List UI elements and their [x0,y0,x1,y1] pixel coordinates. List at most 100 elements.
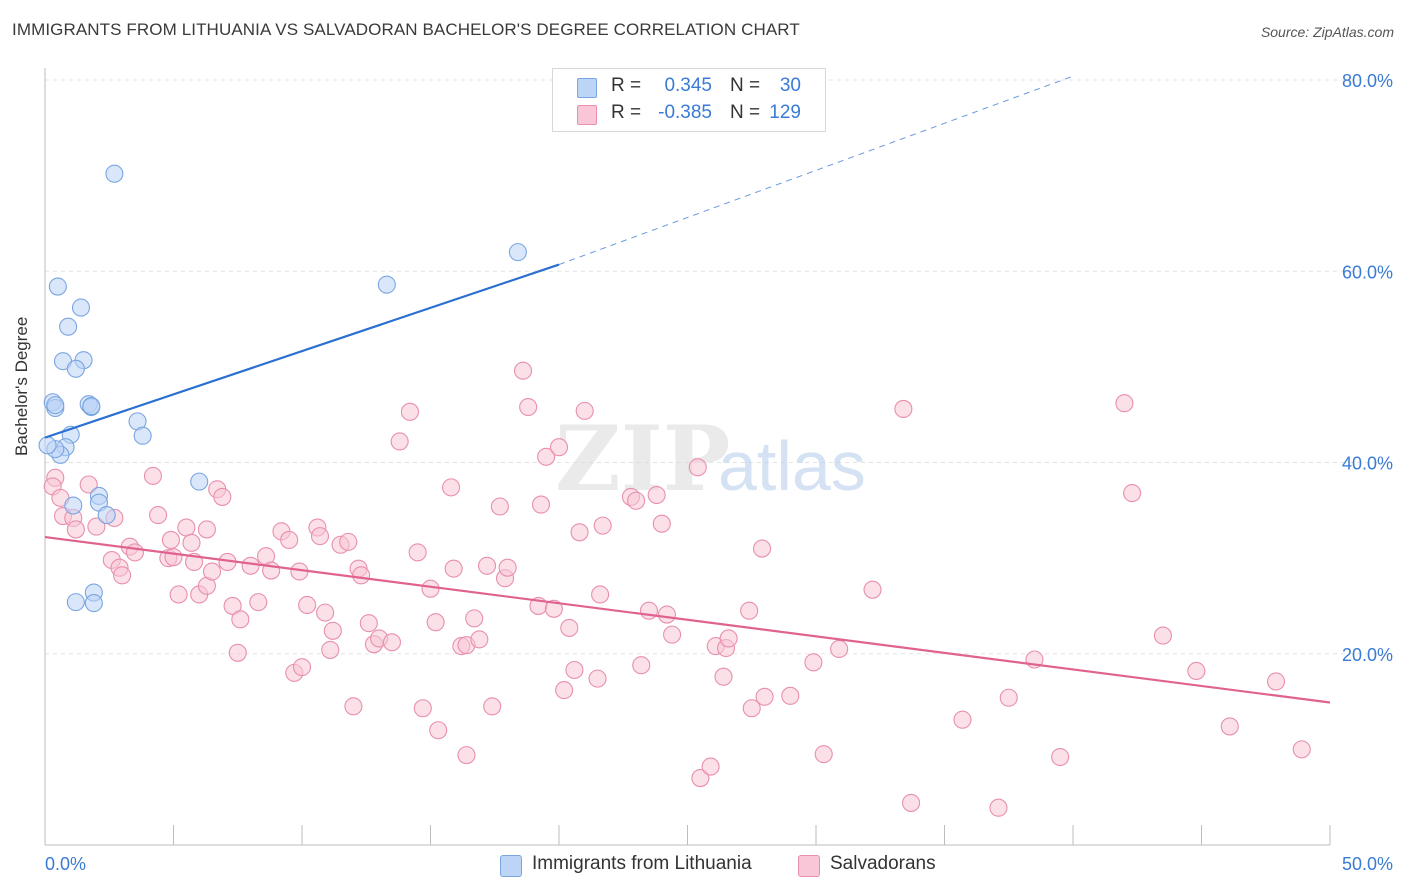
salvadoran-point [740,601,759,620]
salvadoran-point [627,491,646,510]
salvadoran-point [989,798,1008,817]
lithuania-point [82,397,101,416]
salvadoran-point [490,497,509,516]
lithuania-point [38,436,57,455]
legend-swatch-blue [500,855,522,877]
salvadoran-point [352,566,371,585]
salvadoran-point [894,399,913,419]
legend-row-lithuania: R = 0.345 N = 30 [553,73,825,99]
salvadoran-point [125,543,144,562]
salvadoran-point [79,475,98,494]
salvadoran-point [555,681,574,700]
salvadoran-point [280,530,299,550]
lithuania-point [46,396,65,415]
lithuania-point [48,277,67,296]
lithuania-point [105,164,124,183]
salvadoran-point [688,458,707,477]
salvadoran-point [513,361,533,380]
legend-swatch-blue [577,78,597,98]
lithuania-point [97,506,116,525]
salvadoran-point [742,699,761,718]
salvadoran-point [149,506,168,525]
salvadoran-point [292,658,312,677]
x-tick-label: 0.0% [45,854,86,874]
salvadoran-point [483,697,502,716]
salvadoran-point [755,687,774,706]
salvadoran-point [344,697,363,716]
chart-title: IMMIGRANTS FROM LITHUANIA VS SALVADORAN … [12,20,800,39]
salvadoran-point [544,599,563,618]
salvadoran-point [804,653,823,672]
salvadoran-point [143,466,162,485]
salvadoran-point [442,478,461,497]
salvadoran-point [593,516,612,535]
salvadoran-point [1115,394,1134,413]
salvadoran-point [241,556,260,575]
salvadoran-point [519,397,538,417]
salvadoran-point [457,746,476,765]
legend-r-value: -0.385 [658,102,712,123]
salvadoran-point [1123,484,1142,503]
legend-row-salvadorans: R = -0.385 N = 129 [553,100,825,126]
salvadoran-point [953,710,972,729]
legend-n-value: 129 [769,102,801,123]
watermark-atlas: atlas [718,427,866,505]
lithuania-point [66,359,85,378]
salvadoran-point [298,595,317,615]
salvadoran-point [752,539,772,558]
salvadoran-point [429,721,448,740]
salvadoran-point [203,562,222,581]
salvadoran-point [169,585,188,604]
salvadoran-point [359,614,378,633]
salvadoran-point [177,518,196,537]
x-tick-label: 50.0% [1342,854,1393,874]
salvadoran-point [814,745,833,764]
salvadoran-point [549,438,569,457]
salvadoran-point [321,640,340,659]
legend-r-value: 0.345 [664,75,712,96]
salvadoran-point [863,580,882,599]
lithuania-point [59,317,78,336]
salvadoran-point [182,533,201,552]
salvadoran-point [657,605,676,624]
salvadoran-point [231,610,250,629]
salvadoran-point [465,609,484,628]
salvadoran-point [1266,672,1286,691]
lithuania-point [508,243,527,262]
salvadoran-point [570,523,589,542]
salvadoran-point [588,669,607,688]
y-tick-label: 80.0% [1342,71,1393,91]
salvadoran-point [1051,747,1070,767]
salvadoran-point [310,527,330,546]
salvadoran-point [719,629,738,648]
y-tick-label: 60.0% [1342,262,1393,282]
salvadoran-point [470,630,489,649]
series-label: Salvadorans [830,853,936,874]
salvadoran-point [691,769,710,788]
salvadoran-point [714,667,733,686]
salvadoran-point [560,618,579,637]
salvadoran-point [632,656,651,675]
salvadoran-point [902,793,921,812]
lithuania-point [133,426,152,445]
salvadoran-point [591,585,610,604]
salvadoran-point [316,603,335,622]
salvadoran-point [537,447,556,466]
series-label: Immigrants from Lithuania [532,853,752,874]
salvadoran-point [565,660,584,680]
salvadoran-trend-line [44,535,1331,704]
salvadoran-point [161,530,180,550]
salvadoran-point [113,566,132,585]
legend-swatch-pink [577,105,597,125]
y-axis-title: Bachelor's Degree [12,316,31,456]
legend-n-value: 30 [779,75,801,96]
lithuania-trend-line [44,263,560,439]
salvadoran-point [1187,661,1206,681]
salvadoran-point [444,559,463,578]
salvadoran-point [531,495,551,514]
salvadoran-point [323,621,342,640]
lithuania-point [64,496,83,515]
salvadoran-point [477,556,497,575]
y-tick-label: 40.0% [1342,454,1393,474]
